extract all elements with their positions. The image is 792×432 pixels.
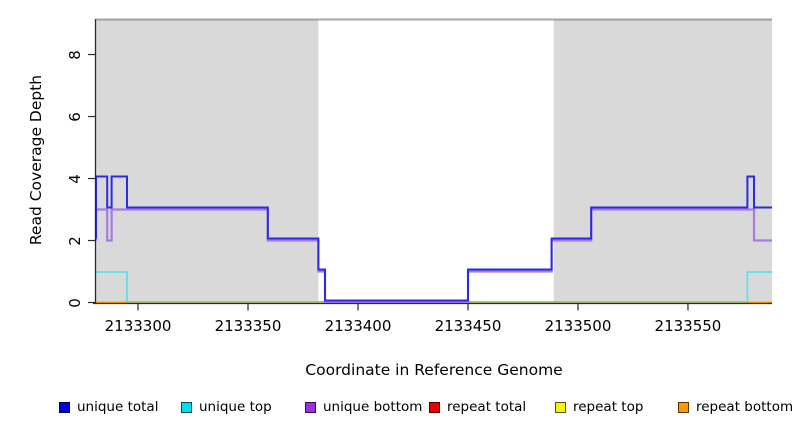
y-tick-label: 6 (66, 111, 84, 122)
legend-swatch-icon (59, 402, 70, 413)
x-tick-label: 2133450 (434, 317, 502, 335)
legend-swatch-icon (305, 402, 316, 413)
x-tick-label: 2133400 (324, 317, 392, 335)
y-axis-title: Read Coverage Depth (27, 74, 45, 246)
x-tick-label: 2133300 (104, 317, 172, 335)
x-axis-title: Coordinate in Reference Genome (305, 361, 563, 379)
legend-label: repeat total (447, 399, 527, 415)
y-tick-label: 8 (66, 49, 84, 60)
legend-label: repeat bottom (696, 399, 792, 415)
x-tick-label: 2133350 (214, 317, 282, 335)
series-line-unique-total (95, 175, 772, 302)
legend-label: unique top (199, 399, 272, 415)
y-tick-label: 0 (66, 297, 84, 308)
coverage-plot-canvas (88, 18, 772, 311)
legend-label: repeat top (573, 399, 644, 415)
legend-swatch-icon (678, 402, 689, 413)
x-tick-label: 2133550 (654, 317, 722, 335)
legend-label: unique bottom (323, 399, 423, 415)
legend-swatch-icon (555, 402, 566, 413)
shaded-flank-region (96, 19, 319, 304)
legend-swatch-icon (181, 402, 192, 413)
shaded-flank-region (553, 19, 772, 304)
x-tick-label: 2133500 (544, 317, 612, 335)
legend-label: unique total (77, 399, 159, 415)
y-tick-label: 2 (66, 235, 84, 246)
y-tick-label: 4 (66, 173, 84, 184)
legend-swatch-icon (429, 402, 440, 413)
